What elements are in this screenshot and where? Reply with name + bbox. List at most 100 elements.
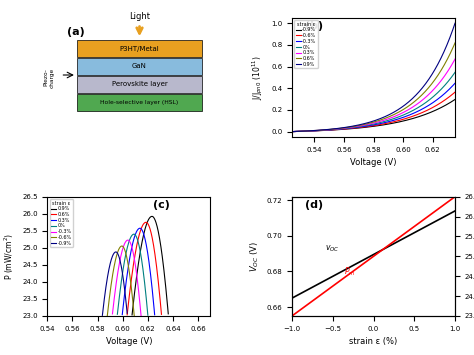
0% [331, 127, 337, 132]
X-axis label: Voltage (V): Voltage (V) [350, 158, 397, 167]
-0.3% [318, 128, 324, 132]
Text: Piezo-
charge: Piezo- charge [44, 67, 55, 88]
X-axis label: strain ε (%): strain ε (%) [349, 337, 398, 346]
-0.9% [452, 97, 458, 102]
FancyBboxPatch shape [77, 40, 202, 57]
-0.9% [118, 264, 124, 268]
0.9% [363, 121, 369, 125]
Line: -0.3%: -0.3% [112, 240, 141, 316]
0.9% [331, 127, 337, 131]
0.3% [398, 111, 404, 116]
0.9% [318, 128, 324, 132]
0% [141, 271, 146, 275]
Text: (c): (c) [154, 200, 170, 210]
0% [363, 124, 369, 128]
Line: -0.6%: -0.6% [107, 246, 134, 316]
0.6% [141, 222, 146, 226]
0.6% [331, 127, 337, 131]
Text: (a): (a) [67, 27, 85, 37]
0.6% [412, 99, 418, 104]
Line: 0.3%: 0.3% [122, 228, 155, 315]
FancyBboxPatch shape [77, 76, 202, 93]
0.6% [318, 128, 324, 132]
-0.3% [452, 81, 458, 85]
Line: 0%: 0% [118, 234, 148, 315]
-0.6% [118, 244, 124, 248]
0.3% [363, 123, 369, 127]
Line: -0.9%: -0.9% [102, 252, 127, 315]
0.3% [141, 231, 146, 236]
Text: (b): (b) [305, 21, 323, 31]
0.3% [452, 57, 458, 61]
0% [289, 130, 295, 134]
-0.9% [385, 122, 391, 126]
Line: 0.6%: 0.6% [292, 43, 455, 132]
-0.9% [363, 125, 369, 130]
0% [118, 280, 124, 285]
-0.6% [385, 121, 391, 125]
0.9% [398, 106, 404, 110]
FancyBboxPatch shape [77, 94, 202, 111]
0.3% [385, 117, 391, 121]
0.9% [452, 21, 458, 25]
FancyBboxPatch shape [77, 58, 202, 75]
Text: Light: Light [129, 12, 150, 21]
-0.6% [452, 90, 458, 94]
Text: Hole-selective layer (HSL): Hole-selective layer (HSL) [100, 100, 179, 105]
Line: 0.6%: 0.6% [127, 222, 162, 315]
Text: $v_{OC}$: $v_{OC}$ [325, 243, 339, 254]
0.9% [412, 94, 418, 98]
Y-axis label: J/J$_{pn0}$ (10$^{11}$): J/J$_{pn0}$ (10$^{11}$) [251, 55, 265, 100]
Legend: 0.9%, 0.6%, 0.3%, 0%, -0.3%, -0.6%, -0.9%: 0.9%, 0.6%, 0.3%, 0%, -0.3%, -0.6%, -0.9… [50, 199, 73, 247]
-0.6% [289, 130, 295, 134]
0.9% [385, 113, 391, 118]
Line: -0.9%: -0.9% [292, 99, 455, 132]
0.3% [331, 127, 337, 131]
-0.6% [331, 128, 337, 132]
Text: Perovskite layer: Perovskite layer [112, 81, 167, 87]
Text: (d): (d) [305, 200, 323, 210]
-0.6% [412, 113, 418, 118]
-0.3% [385, 120, 391, 124]
-0.3% [398, 116, 404, 120]
0% [318, 128, 324, 132]
-0.3% [118, 252, 124, 257]
0.9% [289, 130, 295, 134]
-0.6% [398, 118, 404, 122]
X-axis label: Voltage (V): Voltage (V) [106, 337, 152, 346]
-0.6% [318, 129, 324, 133]
-0.9% [318, 129, 324, 133]
Line: 0.9%: 0.9% [292, 23, 455, 132]
-0.3% [289, 130, 295, 134]
0% [398, 114, 404, 118]
Y-axis label: $V_{OC}$ (V): $V_{OC}$ (V) [248, 241, 261, 272]
-0.9% [412, 116, 418, 120]
0% [385, 118, 391, 122]
-0.3% [363, 124, 369, 128]
0.6% [398, 109, 404, 113]
-0.9% [289, 130, 295, 134]
-0.9% [398, 119, 404, 124]
0.9% [141, 233, 146, 237]
-0.9% [331, 128, 337, 132]
0.6% [385, 115, 391, 119]
Line: 0.3%: 0.3% [292, 59, 455, 132]
-0.3% [331, 127, 337, 132]
Text: $P_m$: $P_m$ [344, 265, 356, 278]
Text: P3HT/Metal: P3HT/Metal [119, 45, 159, 51]
0.9% [154, 222, 159, 226]
Legend: -0.9%, -0.6%, -0.3%, 0%, 0.3%, 0.6%, 0.9%: -0.9%, -0.6%, -0.3%, 0%, 0.3%, 0.6%, 0.9… [294, 20, 318, 68]
0.6% [363, 122, 369, 126]
0.3% [318, 128, 324, 132]
Y-axis label: P (mW/cm$^2$): P (mW/cm$^2$) [3, 233, 17, 280]
0.6% [452, 41, 458, 45]
-0.3% [412, 111, 418, 115]
-0.6% [363, 125, 369, 129]
0.3% [412, 104, 418, 108]
0.3% [289, 130, 295, 134]
Line: -0.3%: -0.3% [292, 83, 455, 132]
Line: -0.6%: -0.6% [292, 92, 455, 132]
0.6% [289, 130, 295, 134]
Line: 0%: 0% [292, 72, 455, 132]
Text: GaN: GaN [132, 64, 147, 70]
